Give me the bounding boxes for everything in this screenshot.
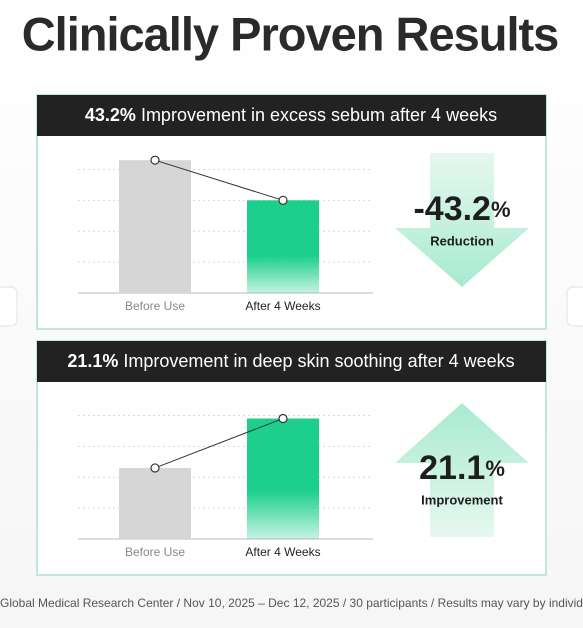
bar: [247, 418, 319, 539]
heading-highlight: 43.2%: [85, 105, 136, 125]
bar: [119, 467, 191, 539]
panel-header: [37, 95, 546, 136]
bar: [119, 160, 191, 293]
trend-line: [154, 418, 284, 469]
trend-point: [150, 155, 160, 165]
prev-button[interactable]: [0, 286, 18, 327]
panel-heading: 43.2% Improvement in excess sebum after 4…: [85, 105, 497, 125]
x-tick-label: After 4 Weeks: [245, 545, 320, 559]
trend-point: [150, 463, 160, 473]
callout-value: -43.2%: [413, 190, 510, 228]
callout-label: Improvement: [421, 492, 503, 507]
heading-text: Improvement in deep skin soothing after …: [123, 351, 514, 371]
callout-number: -43.2: [413, 190, 491, 228]
callout-unit: %: [485, 456, 505, 481]
callout-unit: %: [491, 197, 511, 222]
arrow: [395, 403, 529, 537]
x-tick-label: After 4 Weeks: [245, 299, 320, 313]
trend-line: [154, 159, 284, 201]
panel-header: [37, 341, 546, 382]
callout-label: Reduction: [430, 233, 494, 248]
heading-highlight: 21.1%: [67, 351, 118, 371]
trend-point: [278, 195, 288, 205]
callout-number: 21.1: [419, 449, 485, 487]
bar: [247, 200, 319, 293]
trend-point: [278, 413, 288, 424]
x-tick-label: Before Use: [125, 545, 185, 559]
arrow: [395, 153, 529, 287]
callout-value: 21.1%: [419, 449, 505, 487]
footer-note: Global Medical Research Center / Nov 10,…: [0, 596, 583, 610]
x-tick-label: Before Use: [125, 299, 185, 313]
page-title: Clinically Proven Results: [22, 7, 559, 60]
heading-text: Improvement in excess sebum after 4 week…: [141, 105, 497, 125]
next-button[interactable]: [566, 286, 583, 327]
panel-heading: 21.1% Improvement in deep skin soothing a…: [67, 351, 514, 371]
